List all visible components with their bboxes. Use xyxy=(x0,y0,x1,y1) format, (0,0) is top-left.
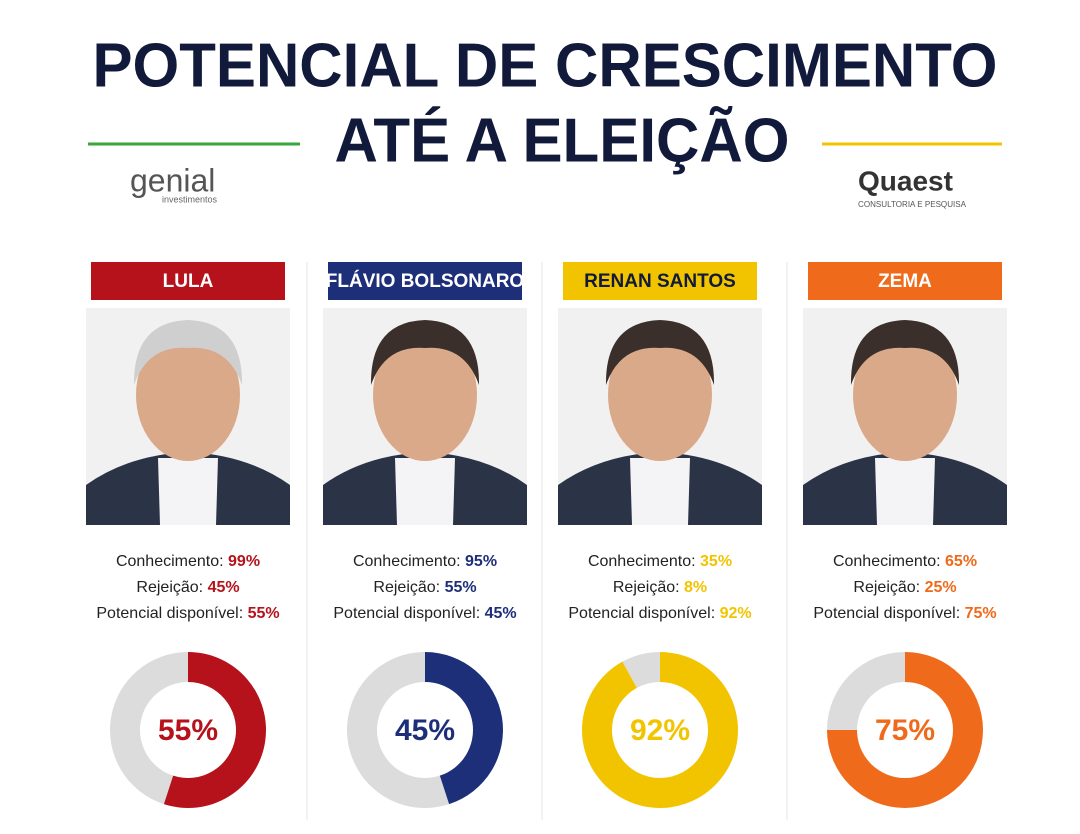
stat-line: Conhecimento: 95% xyxy=(353,553,497,570)
stat-value: 55% xyxy=(248,605,280,622)
stat-value: 75% xyxy=(965,605,997,622)
stat-label: Potencial disponível: xyxy=(813,605,960,622)
stat-value: 8% xyxy=(684,579,707,596)
photo-shirt xyxy=(158,458,218,525)
stat-line: Conhecimento: 65% xyxy=(833,553,977,570)
stat-label: Rejeição: xyxy=(853,579,920,596)
photo-head xyxy=(853,329,957,461)
stat-label: Potencial disponível: xyxy=(96,605,243,622)
stat-value: 65% xyxy=(945,553,977,570)
donut-remainder xyxy=(110,652,188,805)
stat-label: Conhecimento: xyxy=(833,553,941,570)
stat-value: 25% xyxy=(925,579,957,596)
stat-value: 99% xyxy=(228,553,260,570)
name-badge xyxy=(328,262,522,300)
donut-label: 55% xyxy=(158,714,218,747)
logo-tagline: investimentos xyxy=(162,194,218,204)
photo-hair xyxy=(605,320,715,385)
donut-segment xyxy=(582,652,739,808)
stat-value: 45% xyxy=(485,605,517,622)
stat-label: Rejeição: xyxy=(373,579,440,596)
stat-label: Potencial disponível: xyxy=(568,605,715,622)
stat-value: 35% xyxy=(700,553,732,570)
stat-line: Potencial disponível: 45% xyxy=(333,605,516,622)
stat-label: Conhecimento: xyxy=(353,553,461,570)
stat-line: Rejeição: 8% xyxy=(613,579,707,596)
stat-line: Potencial disponível: 75% xyxy=(813,605,996,622)
stat-line: Rejeição: 25% xyxy=(853,579,956,596)
candidate-name: FLÁVIO BOLSONARO xyxy=(326,270,524,292)
photo-shirt xyxy=(630,458,690,525)
name-badge xyxy=(91,262,285,300)
stat-value: 55% xyxy=(445,579,477,596)
photo-head xyxy=(373,329,477,461)
stat-value: 92% xyxy=(720,605,752,622)
stat-line: Rejeição: 45% xyxy=(136,579,239,596)
photo-shirt xyxy=(395,458,455,525)
stat-line: Potencial disponível: 92% xyxy=(568,605,751,622)
title-line: POTENCIAL DE CRESCIMENTO xyxy=(93,31,998,100)
photo-hair xyxy=(133,320,243,385)
stat-line: Conhecimento: 99% xyxy=(116,553,260,570)
stat-value: 95% xyxy=(465,553,497,570)
name-badge xyxy=(563,262,757,300)
name-badge xyxy=(808,262,1002,300)
candidate-name: RENAN SANTOS xyxy=(584,271,736,292)
candidate-name: ZEMA xyxy=(878,271,932,292)
stat-label: Conhecimento: xyxy=(588,553,696,570)
stat-line: Rejeição: 55% xyxy=(373,579,476,596)
title-line: ATÉ A ELEIÇÃO xyxy=(335,106,790,175)
donut-label: 92% xyxy=(630,714,690,747)
stat-label: Rejeição: xyxy=(613,579,680,596)
stat-line: Conhecimento: 35% xyxy=(588,553,732,570)
donut-remainder xyxy=(622,652,660,688)
donut-segment xyxy=(827,652,983,808)
photo-head xyxy=(608,329,712,461)
photo-head xyxy=(136,329,240,461)
photo-hair xyxy=(370,320,480,385)
logo-name: genial xyxy=(130,162,215,198)
stat-label: Rejeição: xyxy=(136,579,203,596)
donut-segment xyxy=(163,652,266,809)
logo-tagline: CONSULTORIA E PESQUISA xyxy=(858,200,967,209)
stat-value: 45% xyxy=(208,579,240,596)
donut-segment xyxy=(425,652,503,805)
donut-label: 45% xyxy=(395,714,455,747)
donut-remainder xyxy=(347,652,450,809)
donut-remainder xyxy=(827,652,905,730)
stat-label: Potencial disponível: xyxy=(333,605,480,622)
candidate-name: LULA xyxy=(163,271,214,292)
stat-label: Conhecimento: xyxy=(116,553,224,570)
photo-hair xyxy=(850,320,960,385)
logo-name: Quaest xyxy=(858,165,953,196)
photo-shirt xyxy=(875,458,935,525)
donut-label: 75% xyxy=(875,714,935,747)
stat-line: Potencial disponível: 55% xyxy=(96,605,279,622)
